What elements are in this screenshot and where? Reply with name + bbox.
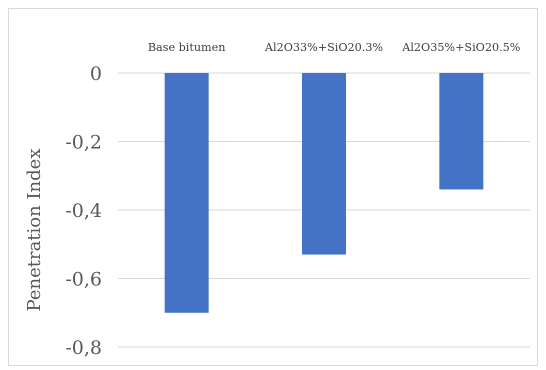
y-tick-label: -0,6 <box>65 269 102 291</box>
category-labels: Base bitumen Al2O33%+SiO20.3% Al2O35%+SiO2… <box>148 41 521 54</box>
bar <box>439 73 484 190</box>
y-axis-tick-labels: 0 -0,2 -0,4 -0,6 -0,8 <box>65 63 102 359</box>
bar <box>164 73 209 313</box>
category-label: Al2O33%+SiO20.3% <box>264 41 384 54</box>
y-axis-title: Penetration Index <box>24 149 45 312</box>
y-tick-label: -0,8 <box>65 337 102 359</box>
y-tick-label: -0,2 <box>65 132 102 154</box>
category-label: Al2O35%+SiO20.5% <box>401 41 521 54</box>
y-tick-label: 0 <box>90 63 102 85</box>
category-label: Base bitumen <box>148 41 226 54</box>
bar <box>302 73 346 255</box>
y-tick-label: -0,4 <box>65 200 102 222</box>
bars <box>164 73 484 313</box>
